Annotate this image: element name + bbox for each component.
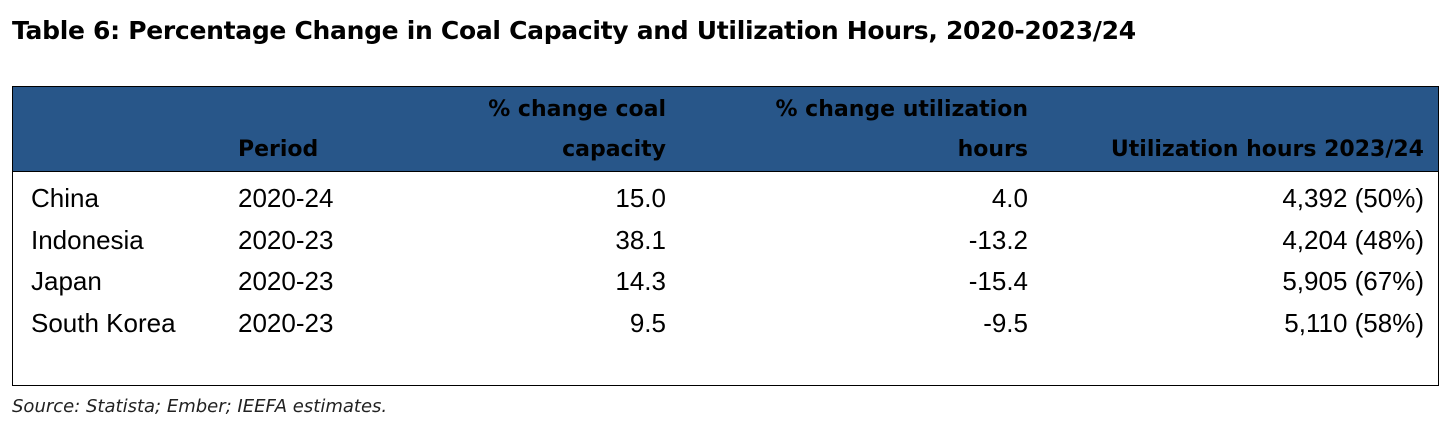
cell-capacity: 38.1 (615, 224, 666, 255)
table-title: Table 6: Percentage Change in Coal Capac… (12, 16, 1136, 45)
header-hours: Utilization hours 2023/24 (1110, 137, 1424, 162)
header-capacity-line2: capacity (562, 137, 666, 162)
table-row: Indonesia 2020-23 38.1 -13.2 4,204 (48%) (13, 219, 1438, 261)
cell-util: -13.2 (968, 224, 1028, 255)
table-header: Period % change coal capacity % change u… (13, 87, 1438, 172)
cell-period: 2020-24 (238, 183, 334, 213)
table-row: South Korea 2020-23 9.5 -9.5 5,110 (58%) (13, 302, 1438, 344)
cell-util: -9.5 (983, 307, 1028, 338)
cell-period: 2020-23 (238, 266, 334, 296)
cell-hours: 4,204 (48%) (1282, 224, 1424, 255)
header-util-line1: % change utilization (775, 97, 1028, 122)
cell-country: China (31, 183, 99, 213)
cell-capacity: 9.5 (629, 307, 666, 338)
data-table: Period % change coal capacity % change u… (12, 86, 1439, 386)
header-capacity-line1: % change coal (488, 97, 666, 122)
header-period: Period (238, 137, 319, 162)
cell-country: South Korea (31, 307, 176, 338)
cell-util: -15.4 (968, 266, 1028, 296)
table-row: Japan 2020-23 14.3 -15.4 5,905 (67%) (13, 260, 1438, 302)
cell-country: Japan (31, 266, 102, 296)
cell-country: Indonesia (31, 224, 144, 255)
cell-hours: 5,110 (58%) (1284, 307, 1424, 338)
cell-hours: 5,905 (67%) (1282, 266, 1424, 296)
source-note: Source: Statista; Ember; IEEFA estimates… (12, 396, 388, 417)
cell-capacity: 14.3 (615, 266, 666, 296)
header-util-line2: hours (957, 137, 1028, 162)
cell-period: 2020-23 (238, 307, 334, 338)
cell-period: 2020-23 (238, 224, 334, 255)
table-row: China 2020-24 15.0 4.0 4,392 (50%) (13, 177, 1438, 219)
cell-hours: 4,392 (50%) (1282, 183, 1424, 213)
cell-capacity: 15.0 (615, 183, 666, 213)
cell-util: 4.0 (991, 183, 1028, 213)
